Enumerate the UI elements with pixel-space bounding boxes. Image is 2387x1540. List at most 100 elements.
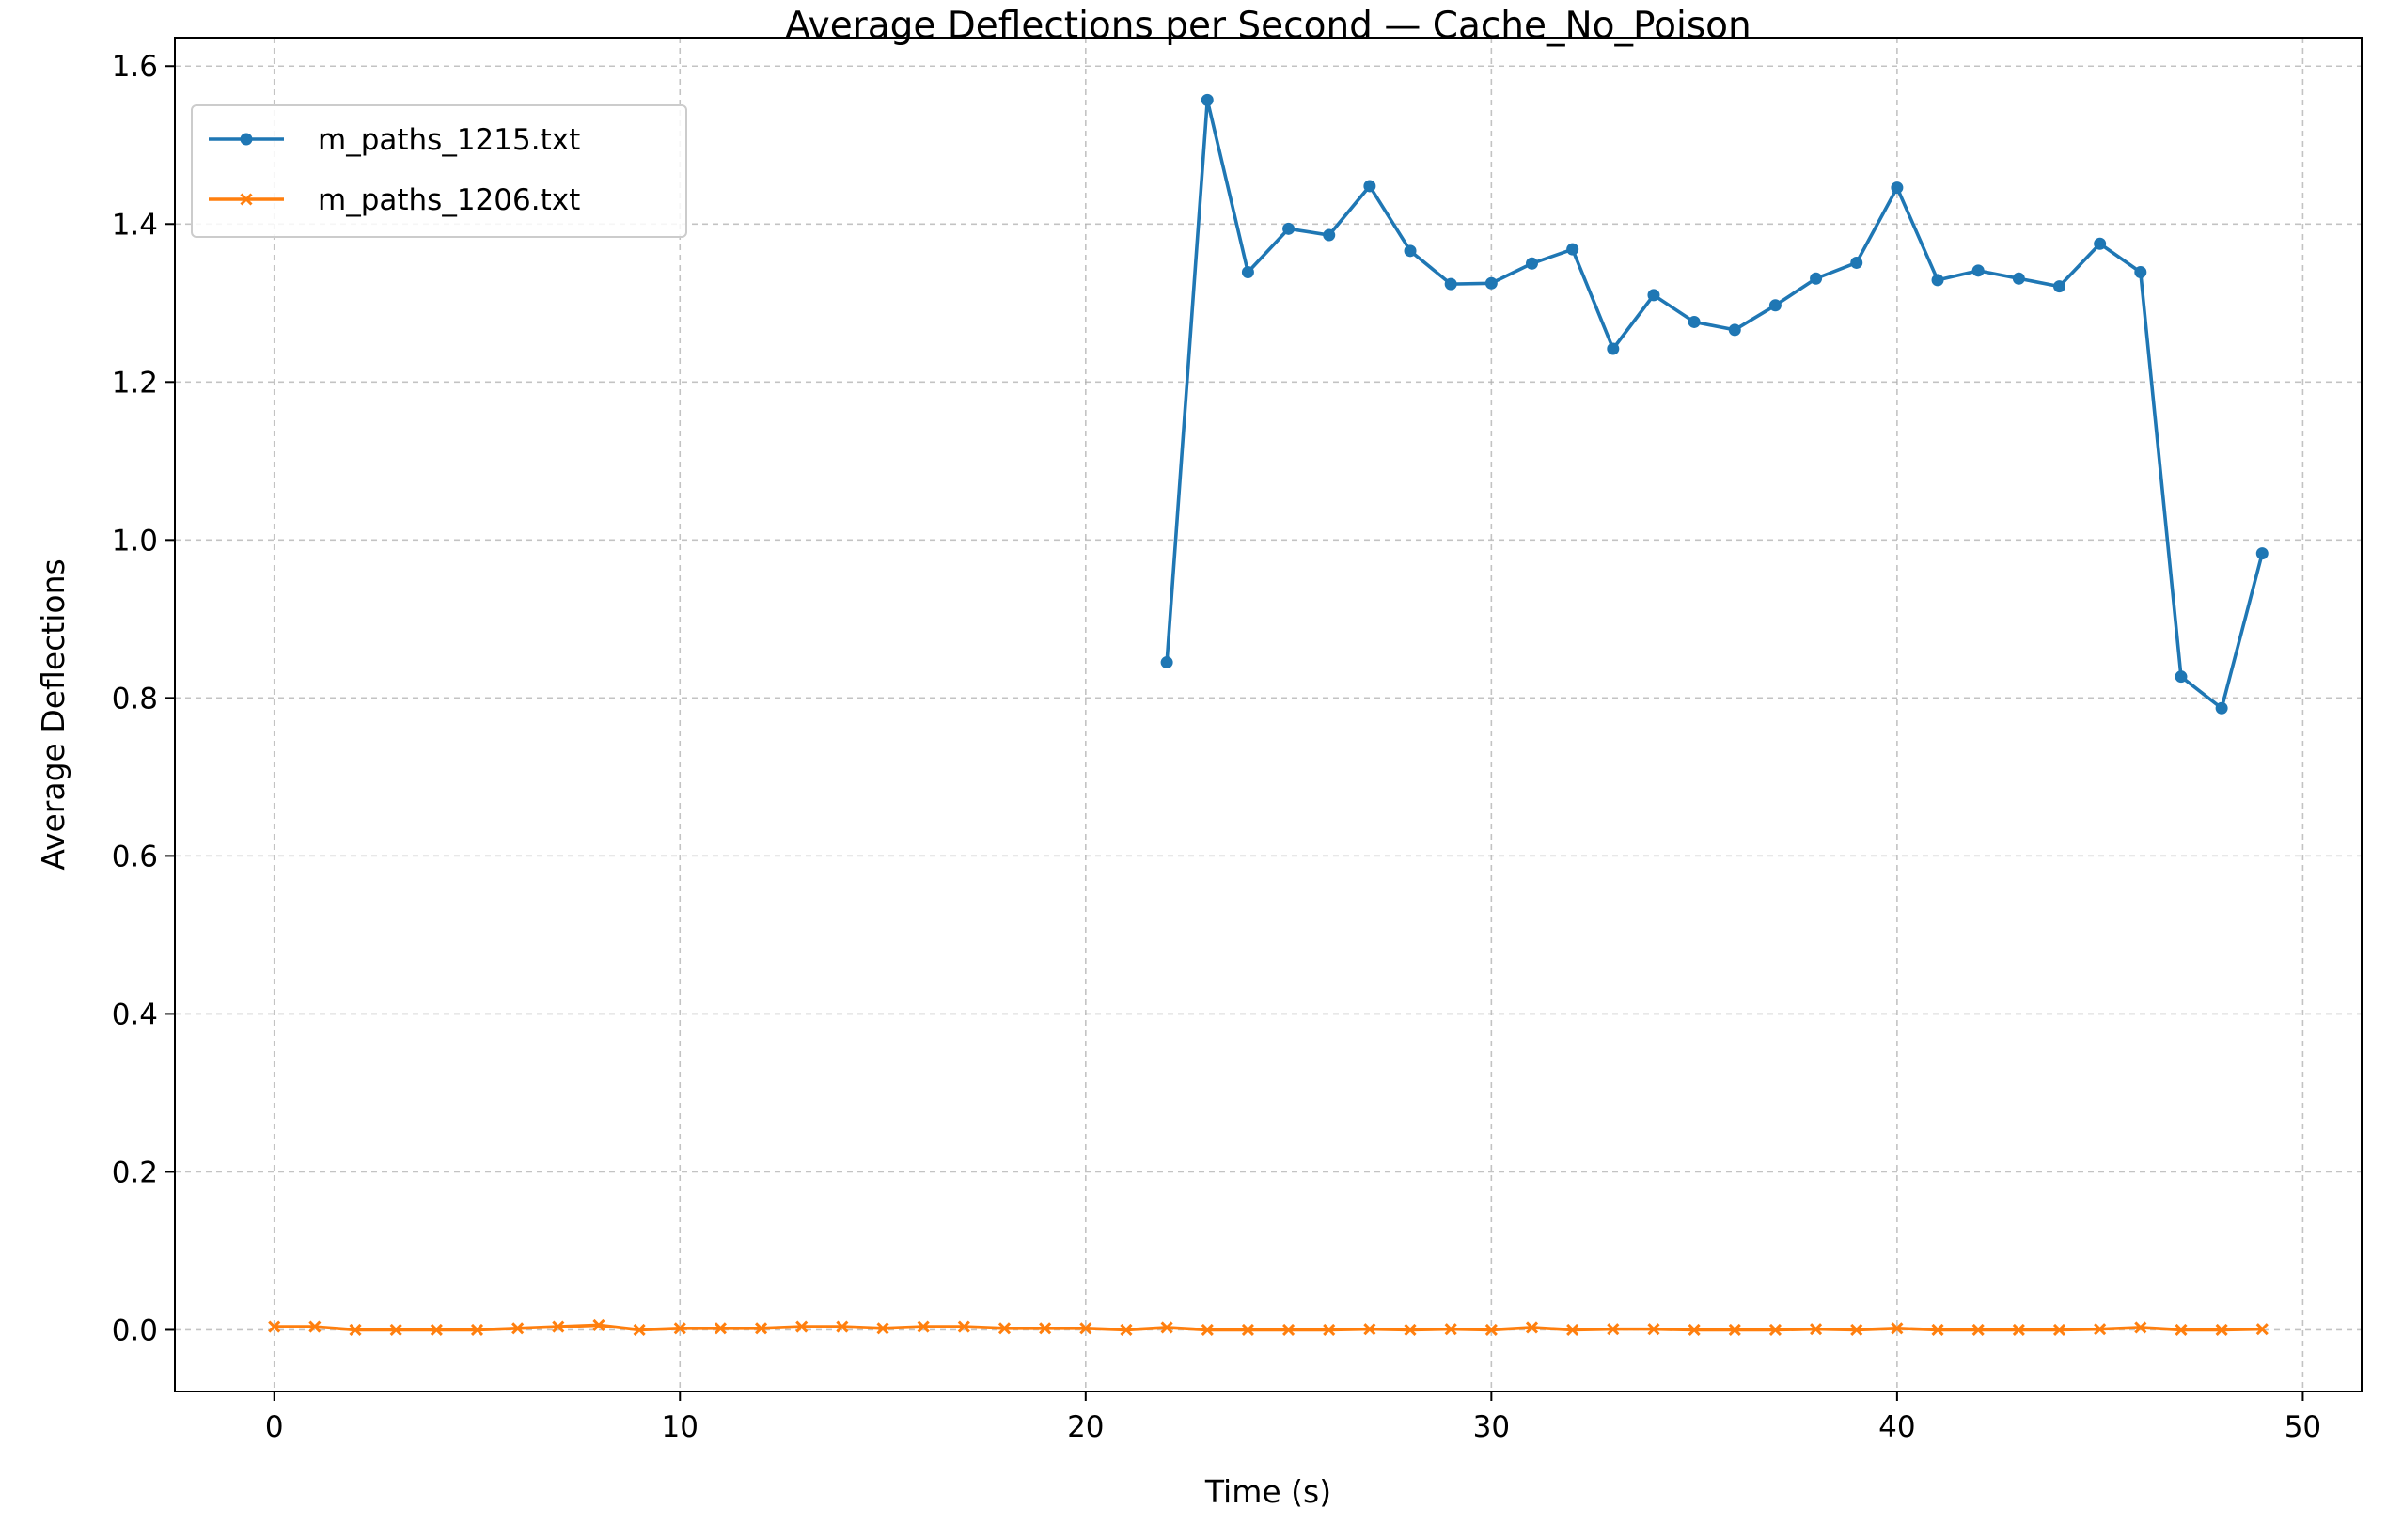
data-point (1525, 1321, 1539, 1334)
marker-stroke (1768, 1323, 1782, 1337)
data-point (1323, 228, 1336, 242)
marker-stroke (755, 1322, 768, 1335)
data-point (997, 1322, 1012, 1335)
marker-stroke (1566, 1323, 1579, 1337)
data-point (2215, 701, 2228, 715)
data-point (2052, 1323, 2066, 1337)
chart-title: Average Deflections per Second — Cache_N… (785, 5, 1751, 47)
x-axis-label: Time (s) (1204, 1473, 1331, 1510)
data-point (1241, 266, 1254, 279)
marker-stroke (1850, 1323, 1863, 1337)
data-point (2175, 1323, 2188, 1337)
x-tick-label: 30 (1473, 1410, 1510, 1444)
y-tick-label: 0.0 (112, 1313, 158, 1347)
marker-stroke (1728, 1323, 1741, 1337)
data-point (1810, 272, 1823, 285)
marker-stroke (2175, 1323, 2188, 1337)
data-point (1201, 93, 1214, 106)
marker-stroke (673, 1322, 686, 1335)
data-point (1323, 1323, 1336, 1337)
data-point (1241, 1323, 1254, 1337)
data-point (2134, 1321, 2147, 1334)
marker-stroke (1282, 1323, 1296, 1337)
data-point (1607, 342, 1620, 355)
y-tick-label: 1.6 (112, 50, 158, 84)
marker-stroke (1810, 1323, 1823, 1336)
x-tick-label: 50 (2285, 1410, 2321, 1444)
data-point (917, 1320, 930, 1333)
data-point (349, 1323, 362, 1337)
data-point (1201, 1323, 1214, 1337)
marker-stroke (1323, 1323, 1336, 1337)
data-point (755, 1322, 768, 1335)
legend-entry: m_paths_1206.txt (209, 183, 580, 217)
data-point (1566, 1323, 1579, 1337)
marker-stroke (836, 1320, 849, 1333)
marker-stroke (1120, 1323, 1133, 1337)
data-point (633, 1323, 646, 1337)
data-point (1079, 1322, 1092, 1335)
data-point (795, 1320, 809, 1333)
marker-stroke (2094, 1323, 2107, 1336)
data-point (1728, 1323, 1741, 1337)
data-point (1647, 289, 1660, 302)
marker-stroke (240, 193, 253, 206)
legend-marker-series-1 (240, 133, 253, 146)
legend: m_paths_1215.txt m_paths_1206.txt (191, 104, 687, 238)
marker-stroke (1688, 1323, 1701, 1337)
marker-stroke (1931, 1323, 1944, 1337)
data-point (2012, 1323, 2025, 1337)
data-point (308, 1320, 322, 1333)
marker-stroke (2215, 1323, 2228, 1337)
marker-stroke (1484, 1323, 1498, 1337)
data-point (1484, 276, 1498, 290)
y-tick-label: 0.4 (112, 998, 158, 1031)
marker-stroke (1971, 1323, 1985, 1337)
marker-stroke (308, 1320, 322, 1333)
data-point (1566, 243, 1579, 256)
marker-stroke (997, 1322, 1012, 1335)
data-point (2215, 1323, 2228, 1337)
legend-marker-series-2 (240, 193, 253, 206)
data-point (673, 1322, 686, 1335)
data-point (1810, 1323, 1823, 1336)
series-line (1165, 98, 2265, 711)
data-point (268, 1320, 281, 1333)
data-point (1404, 1323, 1417, 1337)
data-point (1688, 315, 1701, 328)
axes-frame (174, 37, 2363, 1392)
marker-stroke (1444, 1323, 1457, 1336)
y-axis-label: Average Deflections (35, 558, 71, 870)
series-1 (1160, 93, 2269, 715)
marker-stroke (795, 1320, 809, 1333)
data-point (1282, 1323, 1296, 1337)
marker-stroke (511, 1322, 525, 1335)
marker-stroke (1201, 1323, 1214, 1337)
data-point (1282, 222, 1296, 235)
data-point (1850, 1323, 1863, 1337)
marker-stroke (268, 1320, 281, 1333)
legend-entry: m_paths_1215.txt (209, 123, 580, 157)
marker-stroke (592, 1318, 605, 1331)
marker-stroke (389, 1323, 402, 1337)
marker-stroke (1079, 1322, 1092, 1335)
y-tick-label: 0.6 (112, 840, 158, 873)
marker-stroke (1404, 1323, 1417, 1337)
y-axis-ticks: 0.0 0.2 0.4 0.6 0.8 1.0 1.2 1.4 1.6 (112, 50, 175, 1347)
x-tick-label: 0 (265, 1410, 284, 1444)
x-tick-label: 10 (662, 1410, 699, 1444)
grid (175, 38, 2362, 1391)
data-point (836, 1320, 849, 1333)
data-point (511, 1322, 525, 1335)
data-point (592, 1318, 605, 1331)
y-tick-label: 0.2 (112, 1155, 158, 1189)
x-tick-label: 20 (1067, 1410, 1104, 1444)
data-point (552, 1320, 565, 1333)
marker-stroke (957, 1320, 970, 1333)
data-point (1444, 1323, 1457, 1336)
data-point (876, 1322, 889, 1335)
data-point (389, 1323, 402, 1337)
marker-stroke (917, 1320, 930, 1333)
marker-stroke (876, 1322, 889, 1335)
y-tick-label: 1.4 (112, 208, 158, 242)
